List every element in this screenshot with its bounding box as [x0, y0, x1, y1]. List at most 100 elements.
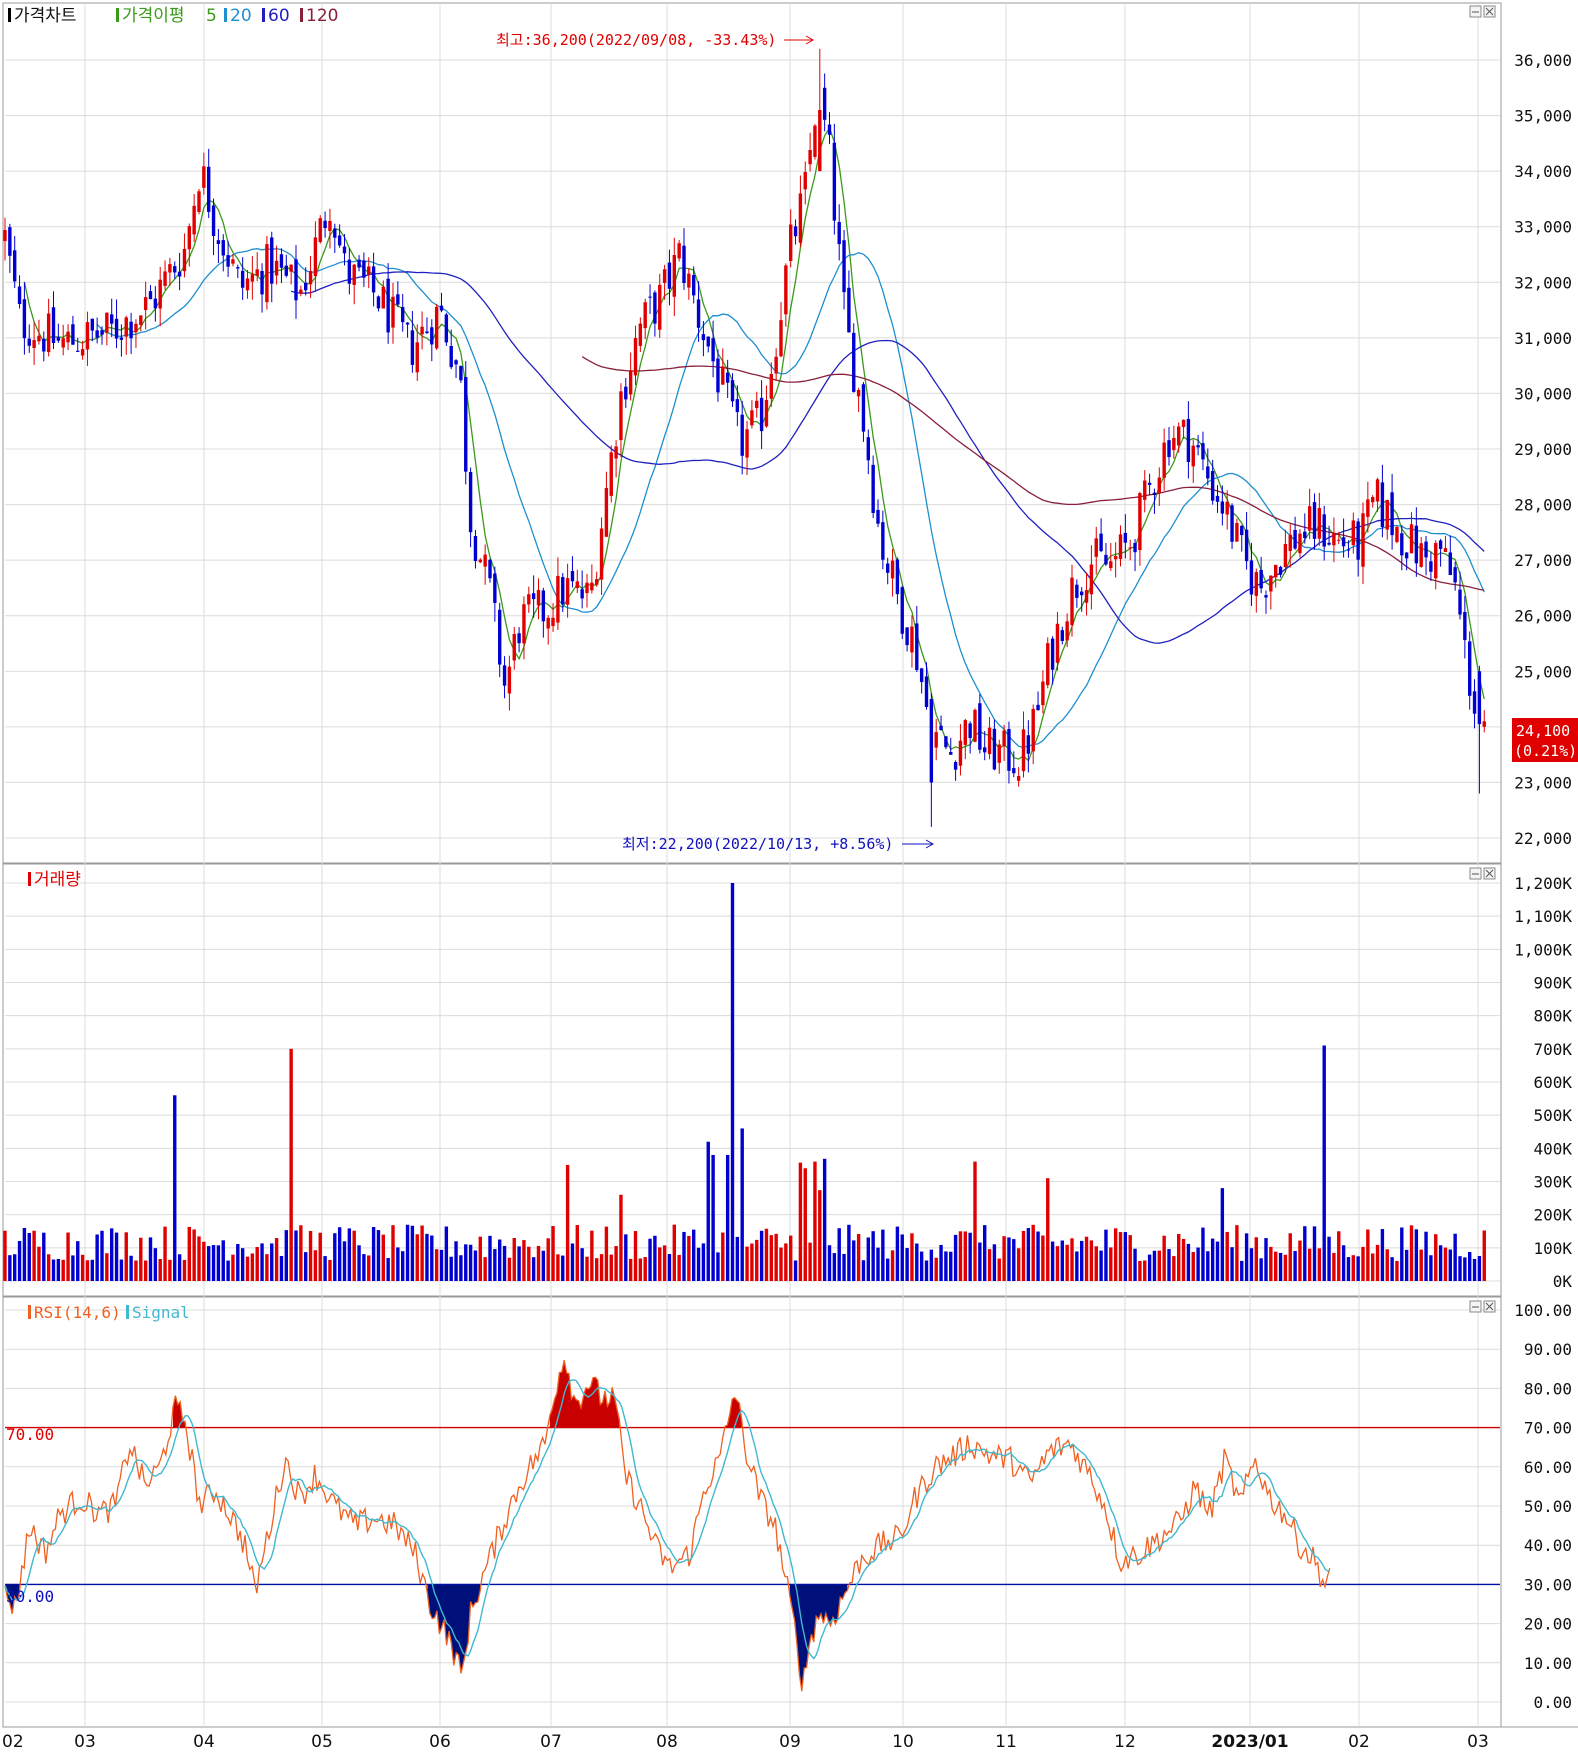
candle-body — [677, 243, 681, 259]
volume-bar — [939, 1244, 943, 1281]
candle-body — [1341, 537, 1346, 547]
volume-bar — [177, 1254, 182, 1281]
volume-bar — [1206, 1251, 1210, 1281]
candle-body — [1472, 691, 1477, 714]
volume-bar — [294, 1230, 298, 1281]
candle-body — [105, 312, 109, 333]
candle-body — [658, 284, 662, 330]
candle-body — [1186, 418, 1191, 463]
candle-body — [1337, 539, 1341, 541]
candle-body — [653, 292, 657, 324]
volume-bar — [1123, 1232, 1128, 1281]
candle-body — [177, 271, 182, 277]
candle-body — [454, 360, 458, 365]
candle-body — [992, 728, 997, 770]
candle-body — [1016, 775, 1021, 781]
candle-body — [1458, 589, 1462, 615]
candle-body — [822, 87, 827, 120]
x-axis-label: 02 — [1348, 1732, 1370, 1752]
volume-bar — [139, 1237, 143, 1281]
candle-body — [1448, 552, 1452, 575]
candle-body — [1177, 426, 1181, 446]
volume-panel-restore-icon[interactable] — [1469, 867, 1482, 880]
volume-bar — [677, 1254, 681, 1281]
price-panel-close-icon[interactable] — [1483, 5, 1496, 18]
candle-body — [1259, 569, 1263, 589]
candle-body — [71, 324, 75, 345]
candle-body — [1036, 704, 1040, 711]
rsi-panel-title: RSI(14,6) — [34, 1303, 121, 1322]
volume-bar — [1400, 1227, 1404, 1281]
candle-body — [910, 626, 914, 653]
volume-bar — [1371, 1253, 1375, 1281]
volume-bar — [245, 1256, 250, 1281]
ma-legend-label: 가격이평 — [122, 6, 185, 26]
volume-bar — [638, 1258, 643, 1281]
volume-bar — [531, 1257, 536, 1281]
rsi-panel-close-icon[interactable] — [1483, 1300, 1496, 1313]
volume-bar — [8, 1255, 12, 1281]
volume-bar — [842, 1253, 846, 1281]
volume-bar — [1099, 1250, 1103, 1281]
price-panel-restore-icon[interactable] — [1469, 5, 1482, 18]
volume-bar — [66, 1232, 70, 1281]
candle-body — [536, 589, 541, 606]
candle-body — [1191, 445, 1195, 467]
volume-bar — [551, 1226, 555, 1281]
candle-body — [565, 578, 570, 605]
volume-bar — [1395, 1260, 1399, 1281]
rsi-tick-label: 80.00 — [1524, 1379, 1572, 1398]
candle-body — [1361, 513, 1365, 567]
current-change: (0.21%) — [1514, 742, 1577, 760]
candle-body — [978, 703, 982, 750]
volume-tick-label: 600K — [1533, 1073, 1572, 1092]
volume-bar — [1177, 1233, 1181, 1281]
volume-bar — [886, 1258, 890, 1281]
volume-bar — [716, 1252, 720, 1281]
volume-panel-close-icon[interactable] — [1483, 867, 1496, 880]
volume-bar — [527, 1246, 531, 1281]
volume-bar — [42, 1232, 46, 1281]
candle-body — [585, 582, 589, 594]
volume-bar — [1070, 1238, 1074, 1281]
candle-body — [852, 332, 856, 392]
x-axis-label: 11 — [995, 1732, 1017, 1752]
candle-body — [643, 302, 647, 329]
volume-bar — [1133, 1248, 1137, 1281]
price-tick-label: 27,000 — [1514, 551, 1572, 570]
volume-bar — [1016, 1248, 1021, 1281]
candle-body — [231, 259, 235, 264]
candle-body — [541, 590, 546, 622]
volume-bar — [362, 1254, 366, 1281]
volume-bar — [1278, 1252, 1283, 1281]
candle-body — [580, 589, 584, 599]
volume-bar — [1191, 1252, 1195, 1281]
volume-bar — [270, 1243, 274, 1281]
candle-body — [1012, 768, 1016, 774]
volume-bar — [750, 1243, 754, 1281]
candle-body — [1453, 567, 1457, 583]
candle-body — [352, 264, 356, 285]
candle-body — [216, 240, 221, 244]
candle-body — [1050, 638, 1055, 670]
volume-bar — [1036, 1231, 1040, 1281]
volume-bar — [876, 1247, 880, 1281]
candle-body — [221, 240, 225, 256]
candle-body — [648, 296, 652, 298]
volume-bar — [1332, 1252, 1336, 1281]
candle-body — [949, 752, 953, 755]
high-price-annotation: 최고:36,200(2022/09/08, -33.43%) — [496, 31, 776, 49]
candle-body — [512, 633, 516, 661]
volume-bar — [759, 1230, 764, 1281]
rsi-panel-restore-icon[interactable] — [1469, 1300, 1482, 1313]
rsi-tick-label: 60.00 — [1524, 1458, 1572, 1477]
candle-body — [919, 668, 924, 683]
candle-body — [279, 254, 284, 268]
volume-bar — [391, 1225, 395, 1281]
candle-body — [308, 270, 313, 285]
candle-body — [1375, 479, 1380, 502]
candle-body — [439, 305, 444, 311]
candle-body — [1278, 567, 1283, 575]
volume-bar — [599, 1254, 604, 1281]
candle-body — [1080, 591, 1084, 596]
